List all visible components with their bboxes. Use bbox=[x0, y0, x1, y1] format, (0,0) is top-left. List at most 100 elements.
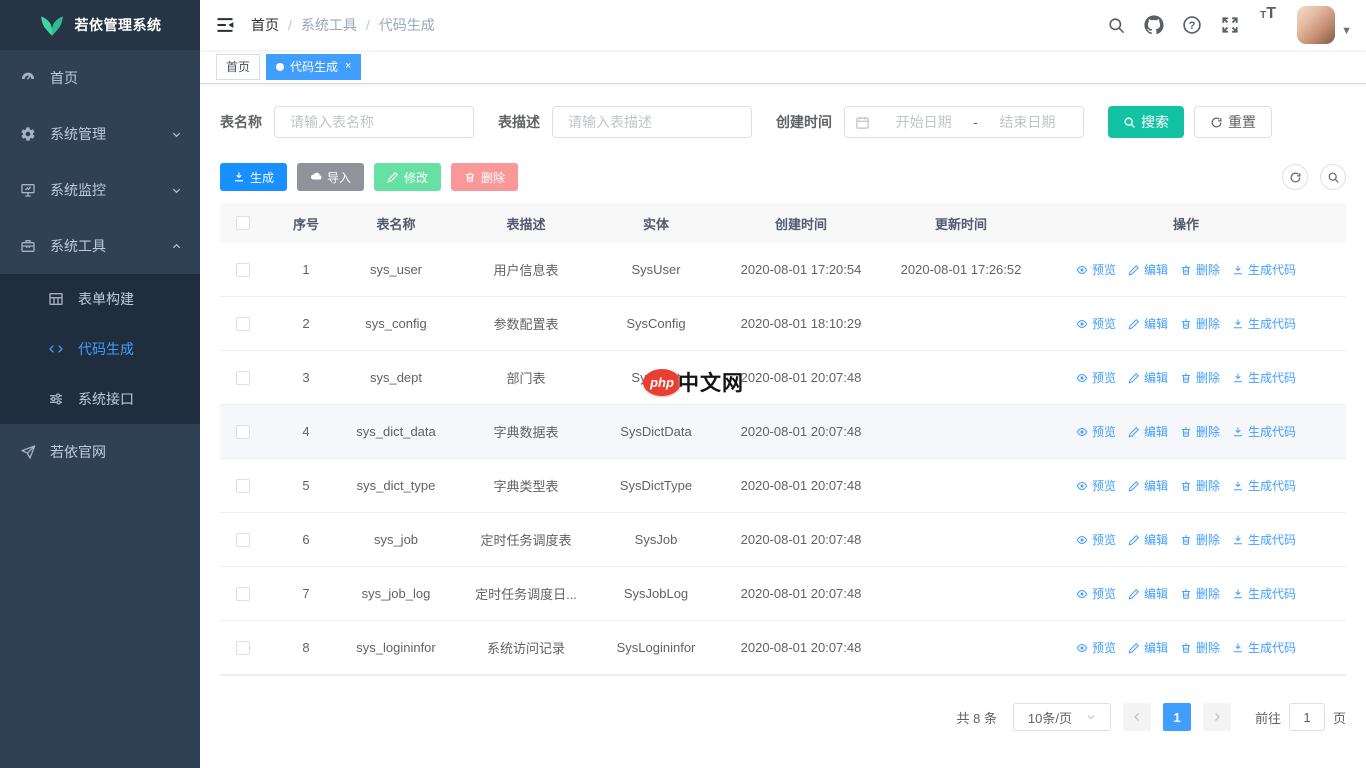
delete-link[interactable]: 删除 bbox=[1180, 531, 1220, 548]
delete-link[interactable]: 删除 bbox=[1180, 423, 1220, 440]
total-count: 共 8 条 bbox=[956, 710, 997, 726]
toggle-search-icon[interactable] bbox=[1320, 164, 1346, 190]
row-checkbox[interactable] bbox=[236, 316, 250, 331]
preview-link[interactable]: 预览 bbox=[1076, 423, 1116, 440]
preview-link[interactable]: 预览 bbox=[1076, 261, 1116, 278]
sidebar-item-system-monitor[interactable]: 系统监控 bbox=[0, 162, 200, 218]
edit-link[interactable]: 编辑 bbox=[1128, 585, 1168, 602]
preview-link[interactable]: 预览 bbox=[1076, 369, 1116, 386]
calendar-icon bbox=[855, 115, 870, 130]
goto-page-input[interactable] bbox=[1288, 703, 1325, 731]
breadcrumb-home[interactable]: 首页 bbox=[251, 17, 279, 33]
import-button[interactable]: 导入 bbox=[297, 163, 365, 191]
sidebar-item-home[interactable]: 首页 bbox=[0, 50, 200, 106]
sidebar-item-system-api[interactable]: 系统接口 bbox=[0, 374, 200, 424]
preview-link[interactable]: 预览 bbox=[1076, 315, 1116, 332]
table-desc-label: 表描述 bbox=[498, 114, 540, 130]
tab-home[interactable]: 首页 bbox=[216, 53, 261, 80]
delete-link[interactable]: 删除 bbox=[1180, 261, 1220, 278]
table-grid-icon bbox=[48, 291, 64, 307]
user-menu[interactable]: ▼ bbox=[1297, 6, 1352, 44]
preview-link[interactable]: 预览 bbox=[1076, 477, 1116, 494]
row-checkbox[interactable] bbox=[236, 586, 250, 601]
generate-button[interactable]: 生成 bbox=[220, 163, 288, 191]
cell-entity: SysLogininfor bbox=[616, 640, 696, 655]
generate-code-link[interactable]: 生成代码 bbox=[1232, 261, 1296, 278]
date-range-picker[interactable]: 开始日期 - 结束日期 bbox=[844, 106, 1084, 138]
generate-code-link[interactable]: 生成代码 bbox=[1232, 531, 1296, 548]
app-logo[interactable]: 若依管理系统 bbox=[0, 0, 200, 50]
reset-button[interactable]: 重置 bbox=[1194, 106, 1272, 138]
search-icon[interactable] bbox=[1101, 5, 1131, 45]
page-size-select[interactable]: 10条/页 bbox=[1012, 703, 1111, 731]
edit-link[interactable]: 编辑 bbox=[1128, 639, 1168, 656]
preview-link[interactable]: 预览 bbox=[1076, 639, 1116, 656]
avatar[interactable] bbox=[1297, 6, 1336, 44]
cell-table-name: sys_job_log bbox=[361, 586, 431, 601]
page-number-1[interactable]: 1 bbox=[1162, 703, 1191, 731]
table-desc-input[interactable] bbox=[552, 106, 752, 138]
caret-down-icon: ▼ bbox=[1341, 25, 1352, 37]
toolbox-icon bbox=[20, 238, 36, 254]
end-date-placeholder[interactable]: 结束日期 bbox=[999, 114, 1056, 130]
row-checkbox[interactable] bbox=[236, 424, 250, 439]
table-name-input[interactable] bbox=[274, 106, 474, 138]
prev-page-button[interactable] bbox=[1122, 703, 1151, 731]
delete-link[interactable]: 删除 bbox=[1180, 477, 1220, 494]
sidebar-item-system-tools[interactable]: 系统工具 bbox=[0, 218, 200, 274]
header-actions: 操作 bbox=[1172, 216, 1199, 232]
close-icon[interactable]: × bbox=[345, 60, 352, 72]
row-checkbox[interactable] bbox=[236, 370, 250, 385]
edit-button[interactable]: 修改 bbox=[374, 163, 442, 191]
select-all-checkbox[interactable] bbox=[236, 216, 250, 230]
search-button[interactable]: 搜索 bbox=[1108, 106, 1184, 138]
edit-link[interactable]: 编辑 bbox=[1128, 315, 1168, 332]
table-row: 7 sys_job_log 定时任务调度日... SysJobLog 2020-… bbox=[220, 567, 1346, 621]
sidebar-item-code-gen[interactable]: 代码生成 bbox=[0, 324, 200, 374]
delete-link[interactable]: 删除 bbox=[1180, 315, 1220, 332]
table-body: 1 sys_user 用户信息表 SysUser 2020-08-01 17:2… bbox=[220, 243, 1346, 675]
preview-link[interactable]: 预览 bbox=[1076, 585, 1116, 602]
row-checkbox[interactable] bbox=[236, 478, 250, 493]
sidebar-item-official-site[interactable]: 若依官网 bbox=[0, 424, 200, 480]
refresh-icon[interactable] bbox=[1282, 164, 1308, 190]
cell-table-name: sys_job bbox=[373, 532, 419, 547]
cell-index: 7 bbox=[302, 586, 310, 601]
row-checkbox[interactable] bbox=[236, 262, 250, 277]
gen-table: 序号 表名称 表描述 实体 创建时间 更新时间 操作 1 sys_user 用户… bbox=[220, 203, 1346, 676]
generate-code-link[interactable]: 生成代码 bbox=[1232, 477, 1296, 494]
tab-code-gen[interactable]: 代码生成 × bbox=[266, 53, 362, 80]
generate-code-link[interactable]: 生成代码 bbox=[1232, 639, 1296, 656]
generate-code-link[interactable]: 生成代码 bbox=[1232, 585, 1296, 602]
edit-link[interactable]: 编辑 bbox=[1128, 261, 1168, 278]
github-icon[interactable] bbox=[1139, 5, 1169, 45]
fullscreen-icon[interactable] bbox=[1215, 5, 1245, 45]
delete-link[interactable]: 删除 bbox=[1180, 639, 1220, 656]
delete-link[interactable]: 删除 bbox=[1180, 585, 1220, 602]
edit-link[interactable]: 编辑 bbox=[1128, 531, 1168, 548]
start-date-placeholder[interactable]: 开始日期 bbox=[895, 114, 952, 130]
help-icon[interactable]: ? bbox=[1177, 5, 1207, 45]
table-row: 2 sys_config 参数配置表 SysConfig 2020-08-01 … bbox=[220, 297, 1346, 351]
pagination: 共 8 条 10条/页 1 前往 页 bbox=[220, 703, 1346, 731]
next-page-button[interactable] bbox=[1202, 703, 1231, 731]
edit-link[interactable]: 编辑 bbox=[1128, 369, 1168, 386]
table-name-label: 表名称 bbox=[220, 114, 262, 130]
cell-table-desc: 定时任务调度表 bbox=[480, 533, 572, 548]
delete-button[interactable]: 删除 bbox=[451, 163, 519, 191]
sidebar-item-system-mgmt[interactable]: 系统管理 bbox=[0, 106, 200, 162]
generate-code-link[interactable]: 生成代码 bbox=[1232, 369, 1296, 386]
sliders-icon bbox=[48, 391, 64, 407]
row-checkbox[interactable] bbox=[236, 532, 250, 547]
edit-link[interactable]: 编辑 bbox=[1128, 423, 1168, 440]
preview-link[interactable]: 预览 bbox=[1076, 531, 1116, 548]
sidebar-collapse-icon[interactable] bbox=[200, 0, 250, 50]
edit-link[interactable]: 编辑 bbox=[1128, 477, 1168, 494]
delete-link[interactable]: 删除 bbox=[1180, 369, 1220, 386]
sidebar-item-form-builder[interactable]: 表单构建 bbox=[0, 274, 200, 324]
generate-code-link[interactable]: 生成代码 bbox=[1232, 423, 1296, 440]
generate-code-link[interactable]: 生成代码 bbox=[1232, 315, 1296, 332]
cell-created-time: 2020-08-01 18:10:29 bbox=[740, 316, 862, 331]
row-checkbox[interactable] bbox=[236, 640, 250, 655]
